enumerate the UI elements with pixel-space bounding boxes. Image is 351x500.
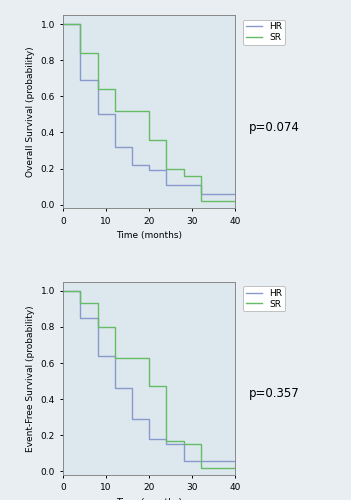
X-axis label: Time (months): Time (months) — [116, 231, 182, 240]
X-axis label: Time (months): Time (months) — [116, 498, 182, 500]
Legend: HR, SR: HR, SR — [243, 286, 285, 312]
Text: p=0.074: p=0.074 — [249, 120, 300, 134]
Legend: HR, SR: HR, SR — [243, 20, 285, 44]
Text: p=0.357: p=0.357 — [249, 388, 300, 400]
Y-axis label: Overall Survival (probability): Overall Survival (probability) — [26, 46, 35, 177]
Y-axis label: Event-Free Survival (probability): Event-Free Survival (probability) — [26, 305, 35, 452]
